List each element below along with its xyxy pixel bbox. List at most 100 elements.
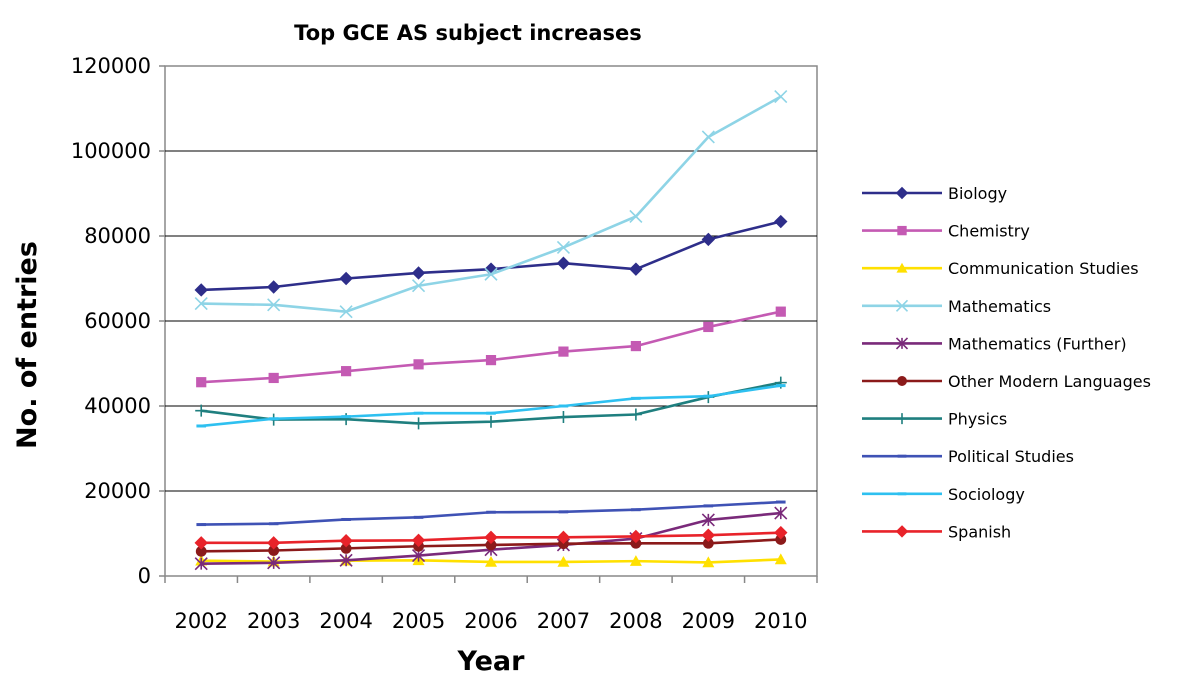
y-tick-label: 20000	[84, 479, 151, 503]
legend-marker	[897, 454, 907, 458]
legend-item: Other Modern Languages	[862, 372, 1151, 391]
data-point	[701, 528, 716, 542]
data-point	[484, 267, 498, 281]
x-tick-label: 2006	[464, 609, 517, 633]
legend-item: Chemistry	[862, 222, 1030, 241]
data-point	[556, 530, 571, 545]
data-point	[339, 271, 353, 286]
y-tick-label: 40000	[84, 394, 151, 418]
data-point	[195, 545, 207, 557]
legend-marker	[895, 525, 909, 538]
x-axis-label: Year	[457, 646, 526, 675]
y-tick-label: 100000	[71, 139, 151, 163]
legend-marker	[895, 299, 909, 312]
legend-item: Mathematics	[862, 297, 1051, 316]
data-point	[268, 522, 279, 526]
legend-item: Mathematics (Further)	[862, 334, 1127, 353]
series-biology	[194, 214, 788, 297]
legend-label: Biology	[948, 184, 1007, 203]
data-point	[411, 266, 426, 280]
data-point	[629, 408, 642, 421]
legend-item: Communication Studies	[862, 259, 1139, 278]
data-point	[629, 262, 643, 276]
legend-item: Biology	[862, 184, 1007, 203]
legend-label: Physics	[948, 410, 1007, 429]
x-tick-label: 2003	[247, 609, 300, 633]
data-point	[196, 377, 207, 388]
legend-label: Political Studies	[948, 447, 1074, 466]
legend-item: Physics	[862, 410, 1007, 429]
data-point	[194, 283, 208, 297]
data-point	[557, 411, 570, 424]
legend: Biology Chemistry Communication Studies Mat…	[862, 184, 1151, 541]
data-point	[486, 411, 496, 415]
data-point	[774, 214, 788, 229]
data-point	[557, 555, 570, 567]
legend-marker	[897, 492, 907, 496]
data-point	[194, 536, 208, 550]
x-tick-label: 2009	[682, 609, 735, 633]
data-point	[702, 556, 715, 568]
y-tick-label: 60000	[84, 309, 151, 333]
data-point	[703, 394, 714, 398]
data-point	[268, 372, 279, 384]
data-point	[775, 534, 787, 545]
data-point	[268, 545, 280, 556]
y-axis-label: No. of entries	[12, 241, 43, 449]
data-point	[774, 553, 787, 565]
legend-item: Sociology	[862, 485, 1025, 504]
data-point	[558, 404, 569, 408]
data-point	[774, 506, 788, 520]
legend-marker	[896, 262, 908, 273]
legend-marker	[897, 225, 907, 236]
data-point	[629, 529, 643, 544]
data-point	[266, 536, 281, 550]
data-point	[411, 533, 426, 548]
legend-label: Mathematics (Further)	[948, 334, 1127, 353]
x-axis-ticks: 2002 2003 2004 2005 2006 2007 2008 2009 2010	[164, 576, 818, 633]
series-chemistry	[196, 306, 786, 388]
data-point	[775, 500, 786, 504]
data-point	[631, 508, 641, 512]
data-point	[556, 240, 571, 255]
data-point	[485, 415, 497, 428]
data-point	[341, 517, 351, 521]
chart-title: Top GCE AS subject increases	[294, 21, 642, 45]
data-point	[339, 534, 353, 548]
legend-marker	[895, 186, 909, 200]
legend-item: Political Studies	[862, 447, 1074, 466]
data-point	[413, 359, 424, 370]
x-tick-label: 2007	[537, 609, 590, 633]
data-point	[341, 415, 351, 419]
data-point	[703, 321, 714, 333]
data-point	[267, 556, 281, 570]
x-tick-label: 2004	[319, 609, 372, 633]
data-point	[194, 557, 208, 571]
legend-marker	[897, 376, 907, 386]
data-point	[775, 384, 786, 388]
data-point	[774, 525, 788, 540]
data-point	[701, 232, 716, 247]
data-point	[485, 355, 497, 366]
x-tick-label: 2005	[392, 609, 445, 633]
legend-label: Sociology	[948, 485, 1025, 504]
gridlines	[165, 150, 817, 492]
data-point	[341, 366, 352, 377]
data-point	[701, 130, 715, 144]
data-point	[485, 539, 497, 551]
legend-label: Communication Studies	[948, 259, 1139, 278]
data-point	[340, 542, 352, 554]
series-spanish	[194, 525, 788, 550]
data-point	[701, 513, 715, 527]
series-group	[194, 90, 788, 571]
y-tick-label: 80000	[84, 224, 151, 248]
legend-marker	[896, 413, 908, 425]
data-point	[413, 515, 424, 519]
y-tick-label: 0	[138, 564, 151, 588]
data-point	[484, 530, 498, 545]
data-point	[411, 279, 426, 293]
data-point	[775, 306, 786, 317]
data-point	[629, 209, 643, 224]
